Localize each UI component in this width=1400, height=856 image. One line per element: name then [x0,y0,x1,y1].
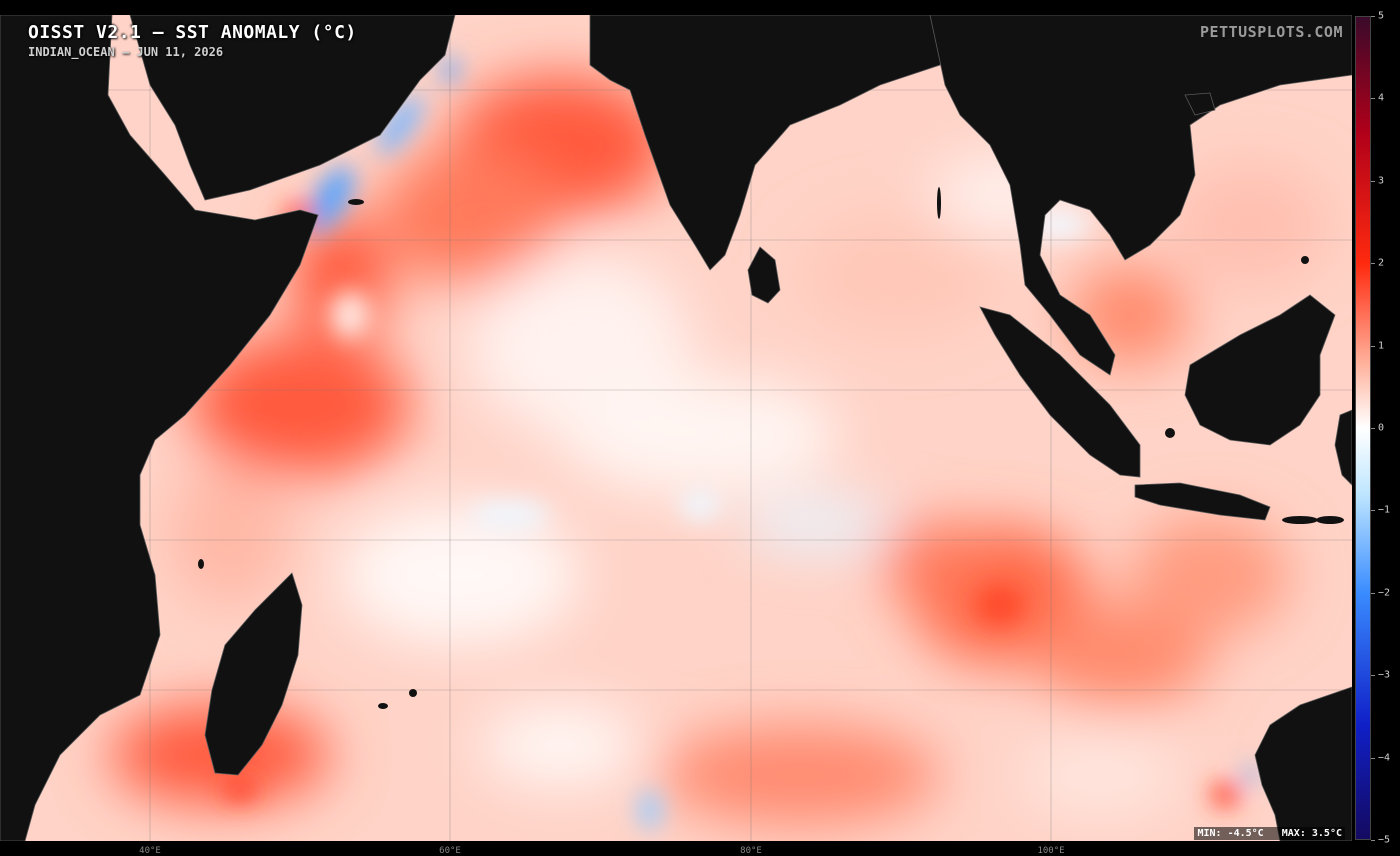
sri-lanka-landmass [747,246,781,304]
colorbar-tick-label: −2 [1378,587,1391,599]
sumatra-landmass [979,306,1141,478]
colorbar-tick-mark [1371,180,1375,182]
madagascar-landmass [204,572,303,776]
colorbar-tick-mark [1371,757,1375,759]
min-max-stats: MIN: -4.5°C MAX: 3.5°C [1194,827,1345,840]
colorbar-tick-mark [1371,16,1375,17]
islands [198,187,1344,709]
africa-landmass [0,15,319,841]
colorbar-tick-label: 3 [1378,175,1385,187]
colorbar-tick-label: 4 [1378,92,1385,104]
map-canvas [0,15,1352,841]
longitude-label: 80°E [740,846,762,856]
colorbar-tick-mark [1371,98,1375,100]
colorbar-tick-mark [1371,428,1375,429]
colorbar-tick-mark [1371,345,1375,347]
sulawesi-landmass [1334,409,1352,486]
map-subtitle: INDIAN_OCEAN — JUN 11, 2026 [28,45,224,59]
max-value: 3.5°C [1311,828,1342,839]
borneo-landmass [1184,294,1336,446]
longitude-label: 60°E [439,846,461,856]
colorbar-tick-mark [1371,510,1375,512]
colorbar-tick-mark [1371,675,1375,677]
colorbar-tick-label: 2 [1378,257,1385,269]
longitude-label: 100°E [1037,846,1065,856]
colorbar-tick-mark [1371,592,1375,594]
java-landmass [1134,482,1271,521]
southeast-asia-landmass [929,15,1352,376]
arabia-landmass [129,15,456,201]
min-label: MIN: [1197,828,1222,839]
australia-landmass [1254,686,1352,841]
colorbar-tick-label: −4 [1378,752,1391,764]
title-block: OISST V2.1 — SST ANOMALY (°C) INDIAN_OCE… [28,22,357,59]
colorbar-tick-label: −1 [1378,504,1391,516]
colorbar-tick-mark [1371,840,1375,841]
colorbar [1355,16,1371,840]
min-value: -4.5°C [1227,828,1264,839]
colorbar-tick-label: 5 [1378,10,1385,22]
sst-anomaly-map [0,15,1352,841]
max-label: MAX: [1281,828,1306,839]
anomaly-detail [222,56,1256,830]
map-title: OISST V2.1 — SST ANOMALY (°C) [28,22,357,43]
hainan-landmass [1184,92,1216,116]
colorbar-tick-label: 0 [1378,422,1385,434]
colorbar-tick-label: 1 [1378,340,1385,352]
colorbar-tick-mark [1371,263,1375,265]
india-landmass [589,15,961,271]
longitude-label: 40°E [139,846,161,856]
colorbar-tick-label: −3 [1378,669,1391,681]
colorbar-tick-label: −5 [1378,834,1391,846]
credit-text: PETTUSPLOTS.COM [1200,23,1343,41]
land [0,15,1352,841]
